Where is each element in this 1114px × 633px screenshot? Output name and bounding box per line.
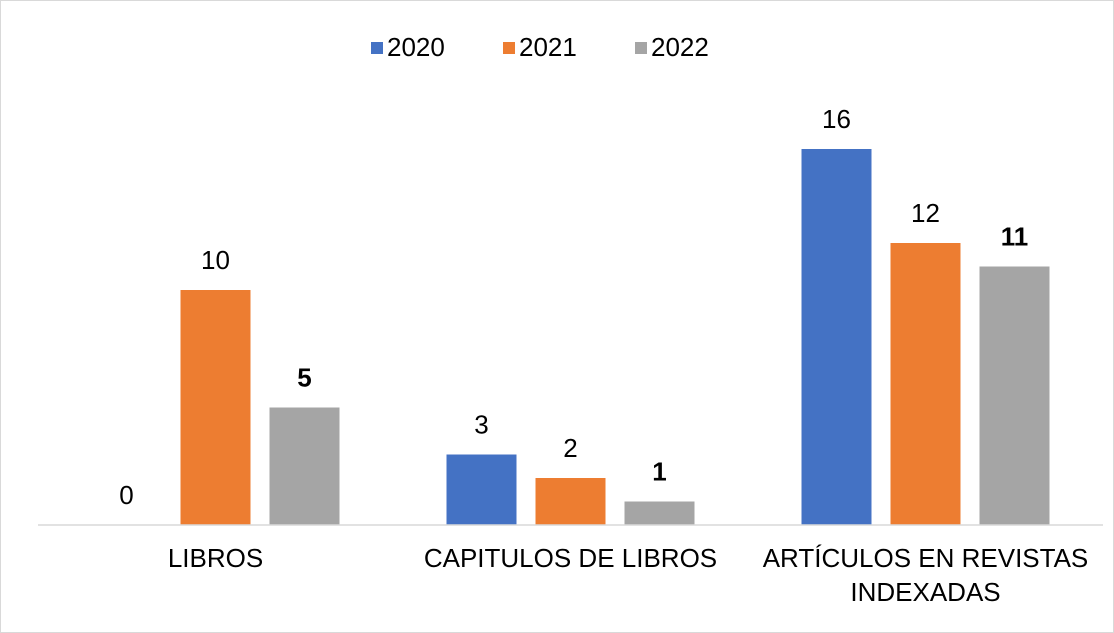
bar (180, 290, 251, 525)
data-label: 0 (119, 480, 133, 510)
bar (446, 454, 517, 525)
bar (624, 501, 695, 525)
x-tick-label: ARTÍCULOS EN REVISTAS INDEXADAS (762, 543, 1089, 607)
bar (890, 243, 961, 525)
data-label: 3 (474, 409, 488, 439)
legend-swatch (371, 42, 383, 54)
bar (979, 266, 1050, 525)
legend-label: 2020 (387, 32, 445, 62)
data-label: 2 (563, 433, 577, 463)
x-tick-label: CAPITULOS DE LIBROS (423, 543, 718, 573)
legend-swatch (635, 42, 647, 54)
legend-label: 2021 (519, 32, 577, 62)
data-label: 12 (911, 198, 940, 228)
bar (801, 149, 872, 525)
data-label: 5 (297, 362, 311, 392)
legend-swatch (503, 42, 515, 54)
bar (535, 478, 606, 525)
data-label: 1 (652, 456, 666, 486)
data-label: 10 (201, 245, 230, 275)
x-tick-label: LIBROS (167, 543, 264, 573)
bar (269, 407, 340, 525)
data-label: 16 (822, 104, 851, 134)
data-label: 11 (1001, 221, 1029, 251)
legend-label: 2022 (651, 32, 709, 62)
